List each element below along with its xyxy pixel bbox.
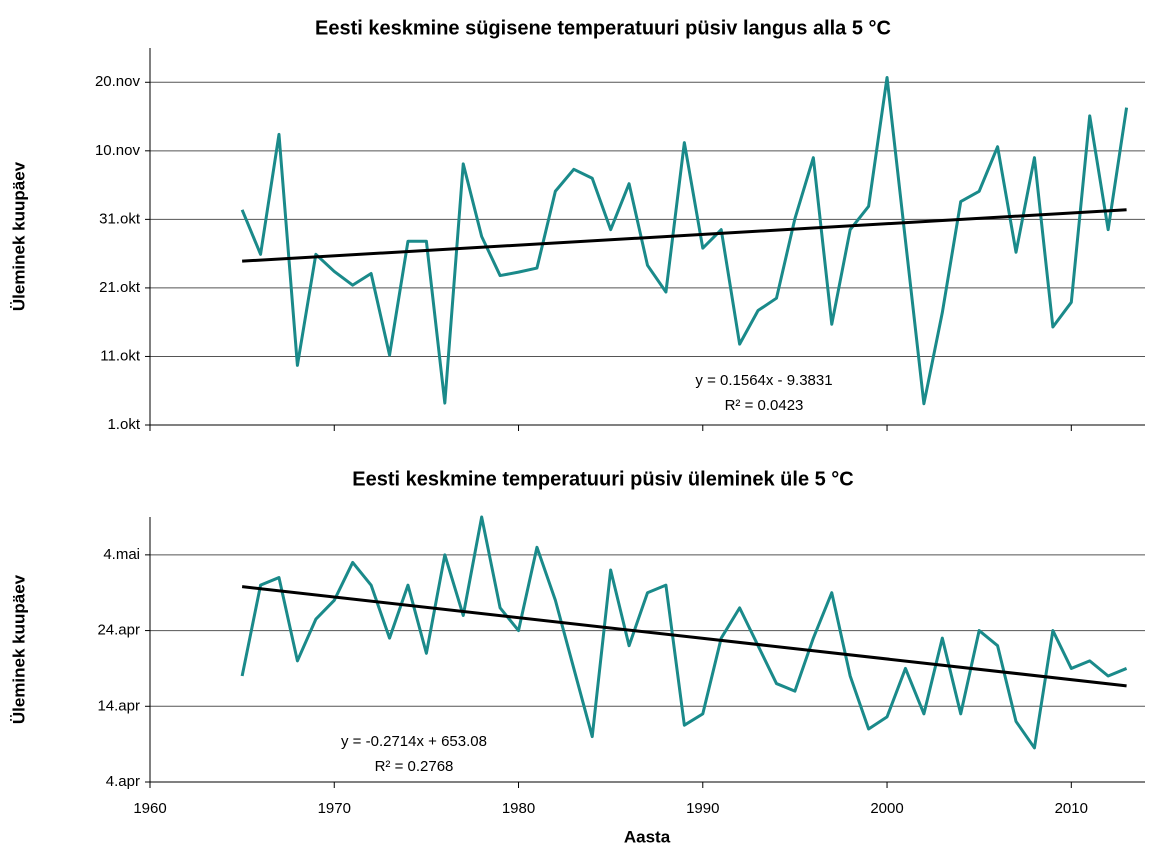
x-axis-label: Aasta — [624, 827, 671, 846]
trend-equation: y = 0.1564x - 9.3831 — [695, 372, 832, 389]
y-tick-label: 10.nov — [95, 142, 141, 159]
y-tick-label: 21.okt — [99, 279, 141, 296]
x-tick-label: 1970 — [318, 800, 351, 817]
trend-equation: R² = 0.2768 — [375, 758, 454, 775]
y-tick-label: 4.mai — [103, 546, 140, 563]
chart-title: Eesti keskmine temperatuuri püsiv ülemin… — [352, 468, 854, 490]
x-tick-label: 1990 — [686, 800, 719, 817]
data-line — [240, 515, 1128, 750]
x-tick-label: 1980 — [502, 800, 535, 817]
y-axis-label: Üleminek kuupäev — [9, 574, 28, 724]
trend-equation: y = -0.2714x + 653.08 — [341, 733, 487, 750]
y-tick-label: 4.apr — [106, 773, 140, 790]
y-axis-label: Üleminek kuupäev — [9, 161, 28, 311]
y-tick-label: 31.okt — [99, 210, 141, 227]
y-tick-label: 20.nov — [95, 73, 141, 90]
y-tick-label: 14.apr — [97, 697, 140, 714]
x-tick-label: 2000 — [870, 800, 903, 817]
x-tick-label: 1960 — [133, 800, 166, 817]
trendline — [242, 208, 1127, 263]
trend-equation: R² = 0.0423 — [725, 397, 804, 414]
y-tick-label: 1.okt — [107, 416, 140, 433]
y-tick-label: 24.apr — [97, 622, 140, 639]
x-tick-label: 2010 — [1055, 800, 1088, 817]
data-line — [240, 75, 1129, 406]
chart-title: Eesti keskmine sügisene temperatuuri püs… — [315, 17, 891, 39]
trendline — [241, 585, 1127, 688]
y-tick-label: 11.okt — [100, 347, 141, 364]
